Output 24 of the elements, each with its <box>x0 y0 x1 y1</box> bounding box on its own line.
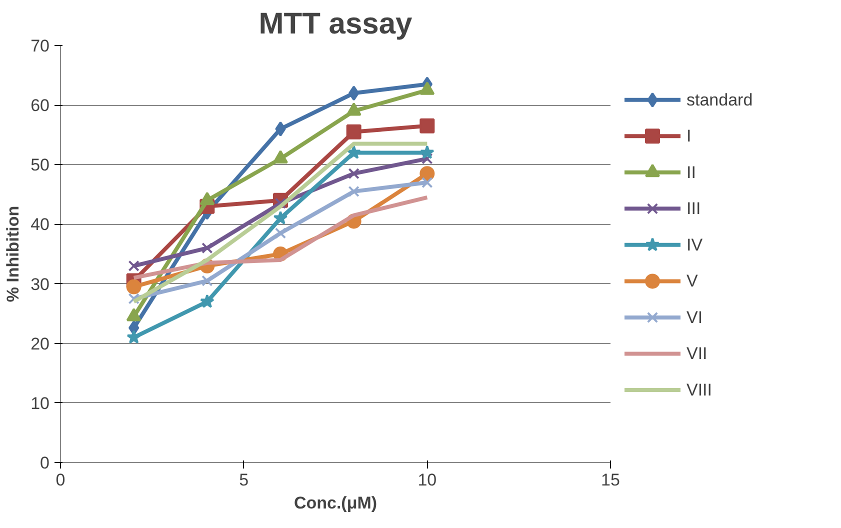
y-tick-label: 20 <box>30 334 50 354</box>
y-tick-label: 40 <box>30 215 50 234</box>
y-tick-label: 60 <box>30 96 50 116</box>
legend-label: II <box>686 162 696 182</box>
legend-label: I <box>686 126 692 146</box>
legend-label: III <box>686 199 701 218</box>
x-tick-label: 5 <box>239 470 249 490</box>
x-tick-label: 0 <box>56 470 66 490</box>
chart-title: MTT assay <box>258 8 413 40</box>
y-tick-label: 0 <box>40 454 50 472</box>
y-axis-title: % Inhibition <box>4 206 23 302</box>
legend-label: standard <box>686 90 753 110</box>
y-tick-label: 10 <box>30 394 50 413</box>
legend-label: VII <box>686 344 708 364</box>
legend-label: V <box>686 272 698 291</box>
y-tick-label: 50 <box>30 156 50 175</box>
x-tick-label: 10 <box>418 470 437 490</box>
legend-label: VI <box>686 308 703 327</box>
legend-label: IV <box>686 235 704 254</box>
x-axis-title: Conc.(μM) <box>294 494 378 512</box>
y-tick-label: 70 <box>30 36 50 56</box>
legend-label: VIII <box>686 380 712 400</box>
y-tick-label: 30 <box>30 274 50 294</box>
x-tick-label: 15 <box>601 470 620 490</box>
